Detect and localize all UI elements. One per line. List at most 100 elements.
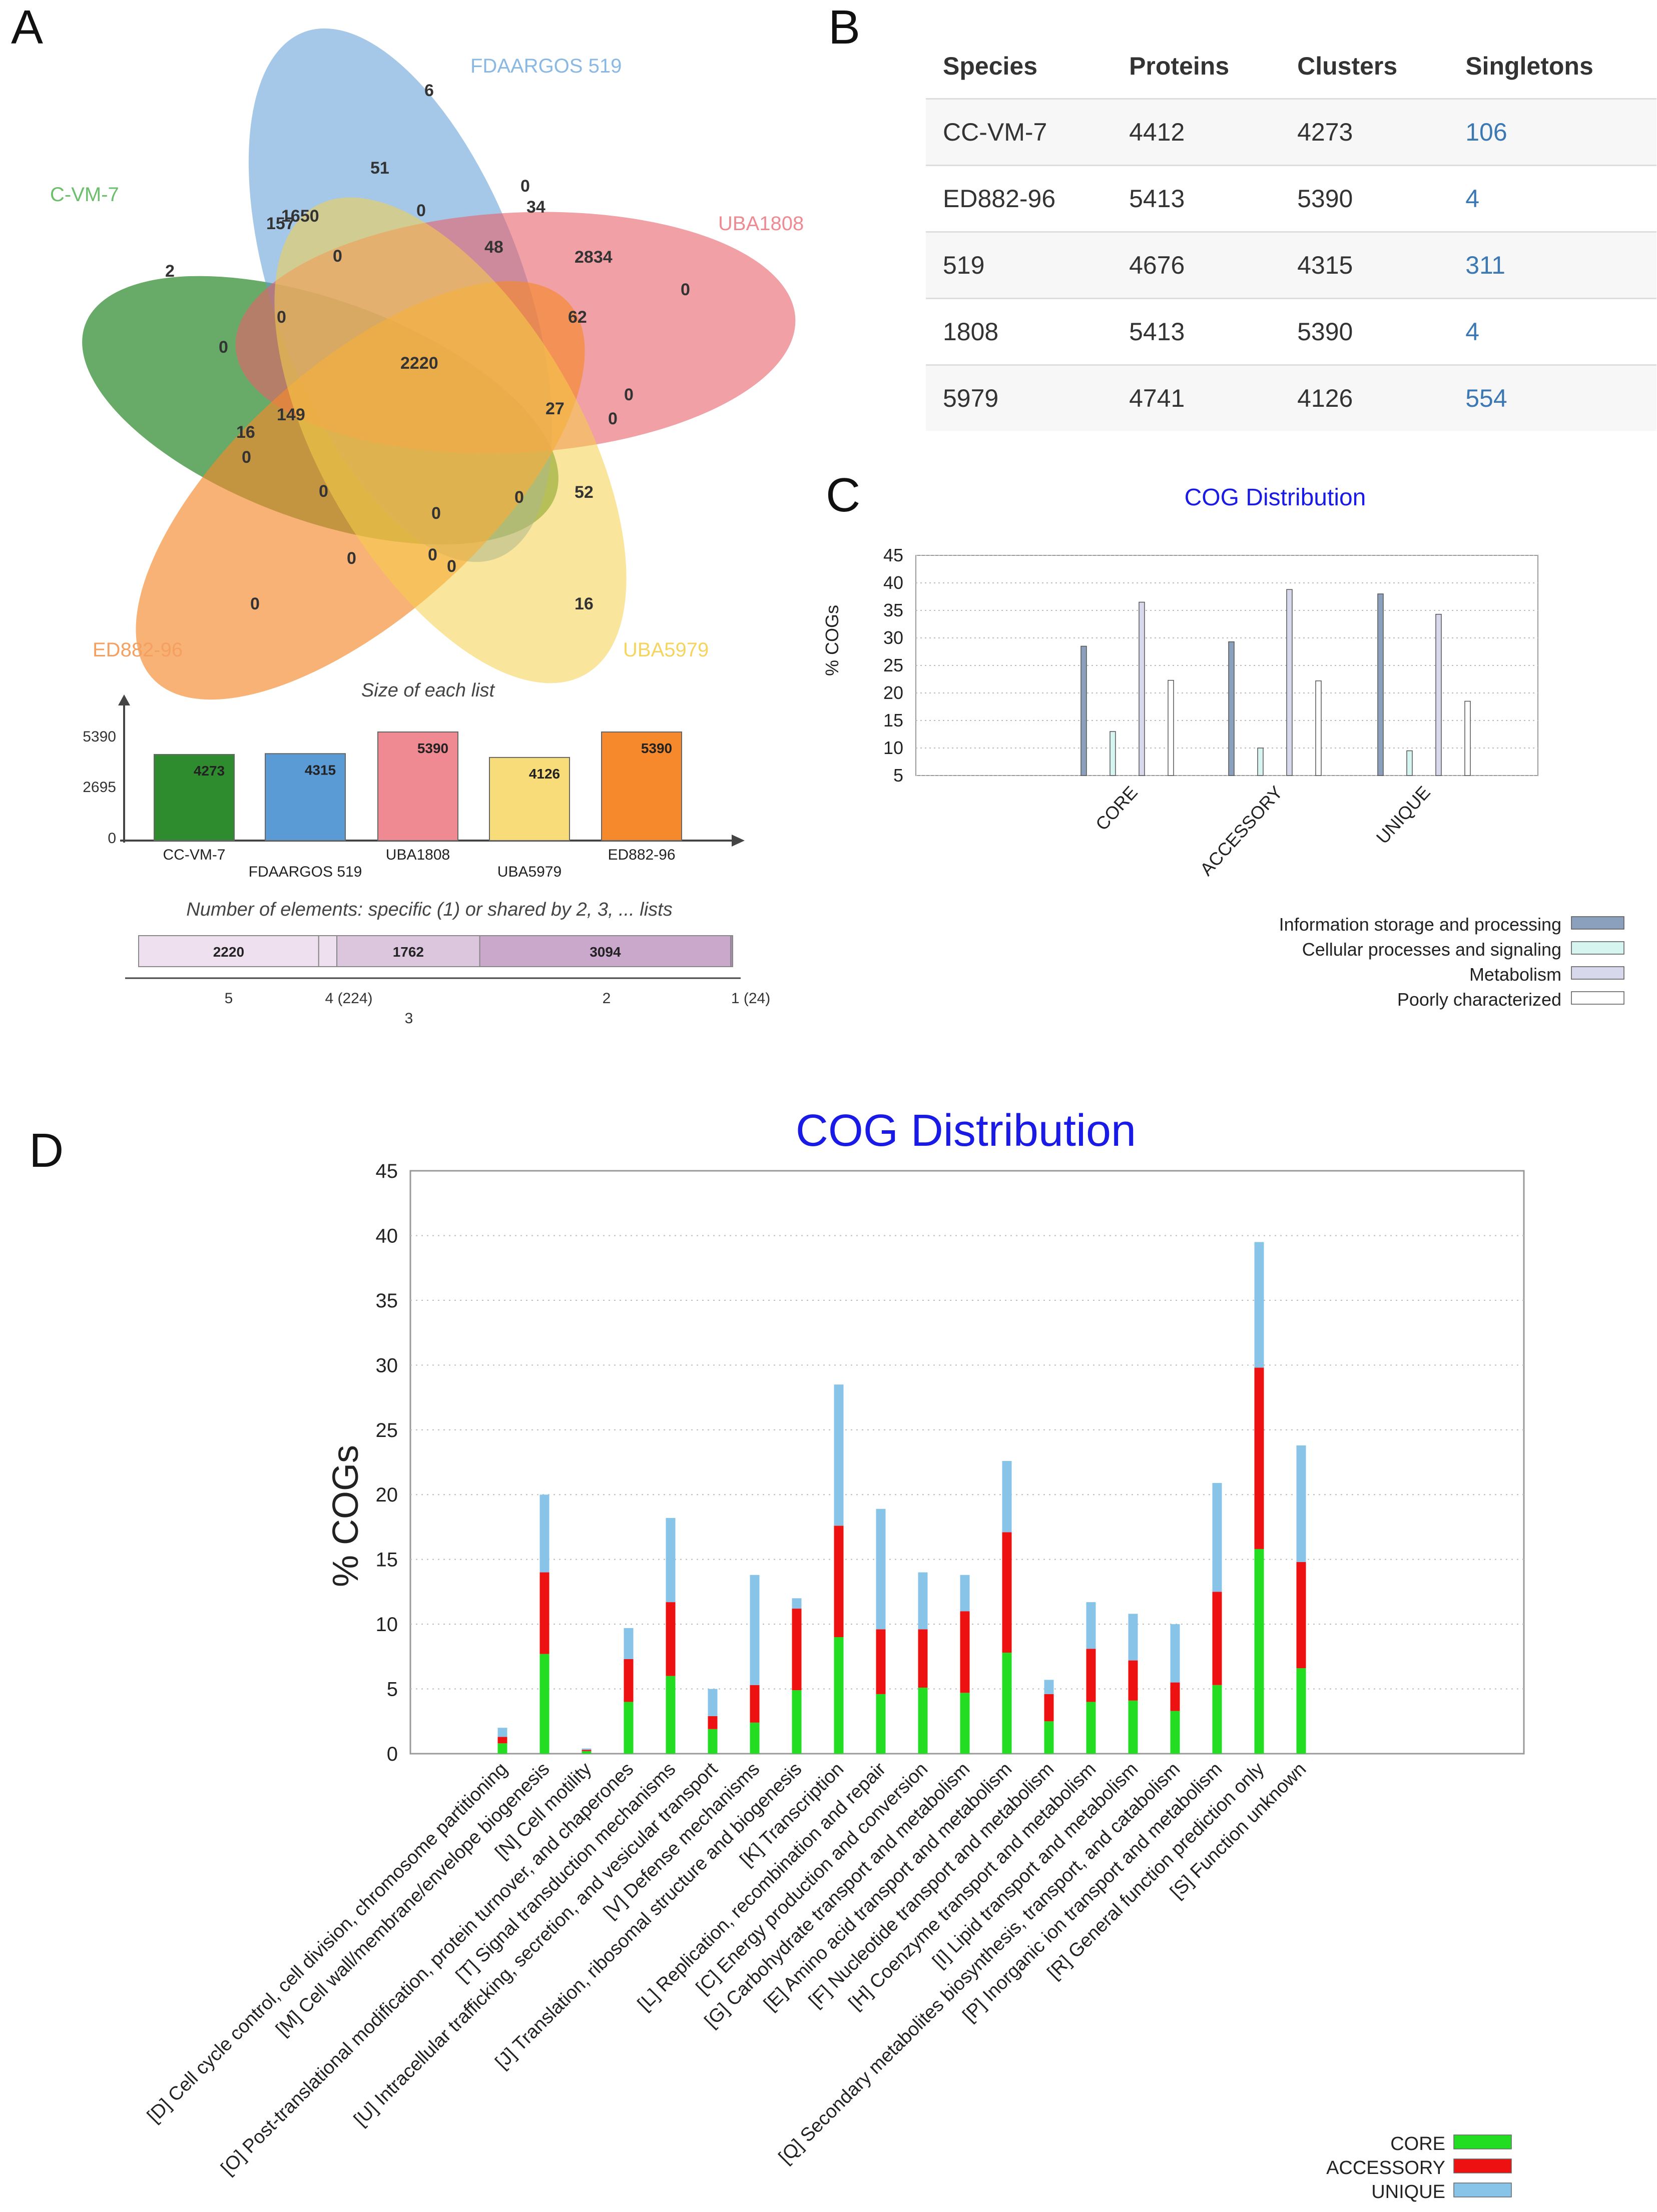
singletons-link[interactable]: 311 (1448, 232, 1656, 299)
chart-d-bar-segment (1297, 1445, 1306, 1562)
singletons-link[interactable]: 554 (1448, 365, 1656, 431)
venn-count: 0 (431, 504, 441, 523)
table-cell: 4676 (1112, 232, 1280, 299)
shared-segment (731, 936, 733, 967)
table-cell: 5413 (1112, 299, 1280, 365)
list-size-chart: Size of each list 5390 2695 0 4273CC-VM-… (83, 680, 745, 880)
venn-count: 2220 (400, 354, 438, 373)
chart-d-bar-segment (1044, 1680, 1054, 1694)
table-cell: 4126 (1280, 365, 1448, 431)
list-size-bar-value: 4273 (194, 763, 225, 779)
singletons-link[interactable]: 106 (1448, 99, 1656, 166)
venn-set-label: UBA1808 (718, 213, 804, 235)
shared-segment (319, 936, 337, 967)
chart-d-x-label: [O] Post-translational modification, pro… (217, 1759, 638, 2179)
list-size-y-tick: 0 (108, 830, 116, 847)
x-axis-arrow-icon (732, 835, 745, 847)
table-row: 5979 4741 4126 554 (926, 365, 1656, 431)
chart-c-bar (1407, 751, 1412, 776)
list-size-bar-name: CC-VM-7 (163, 847, 226, 863)
table-cell: 4273 (1280, 99, 1448, 166)
shared-elements-title: Number of elements: specific (1) or shar… (186, 899, 673, 920)
chart-d-bar-segment (582, 1751, 592, 1754)
chart-d-bar-segment (750, 1723, 760, 1754)
venn-set-label: C-VM-7 (50, 184, 119, 206)
singletons-link[interactable]: 4 (1448, 166, 1656, 232)
chart-d-bar-segment (708, 1716, 718, 1729)
cog-distribution-chart-d: COG Distribution % COGs 4540353025201510… (0, 1091, 1657, 2212)
table-row: CC-VM-7 4412 4273 106 (926, 99, 1656, 166)
chart-c-gridlines (916, 555, 1538, 776)
chart-c-x-label: CORE (1091, 782, 1142, 835)
chart-d-bar-segment (834, 1526, 844, 1637)
chart-d-y-tick: 40 (376, 1225, 398, 1247)
shared-elements-bar: 2220 1762 3094 (139, 936, 733, 967)
chart-d-bar-segment (960, 1611, 970, 1693)
chart-c-x-label: ACCESSORY (1196, 782, 1287, 880)
venn-count: 0 (447, 557, 456, 576)
chart-d-y-tick: 0 (387, 1743, 398, 1765)
chart-d-bar-segment (918, 1629, 928, 1688)
singletons-link[interactable]: 4 (1448, 299, 1656, 365)
shared-tick: 5 (225, 990, 233, 1007)
chart-c-bar (1436, 614, 1441, 776)
chart-d-bar-segment (1255, 1242, 1264, 1367)
list-size-bar-name: UBA5979 (497, 864, 562, 880)
list-size-bar-name: UBA1808 (386, 847, 450, 863)
chart-d-bar-segment (540, 1495, 549, 1572)
chart-d-bar-segment (1255, 1368, 1264, 1549)
chart-c-legend-swatch (1571, 942, 1624, 954)
column-header: Species (926, 34, 1112, 99)
chart-d-title: COG Distribution (796, 1106, 1136, 1156)
panel-label-b: B (828, 0, 860, 55)
chart-d-bar-segment (498, 1743, 507, 1754)
chart-c-y-tick: 10 (883, 738, 903, 758)
shared-tick: 3 (405, 1010, 413, 1027)
chart-d-bar-segment (1171, 1624, 1180, 1683)
chart-d-y-tick: 30 (376, 1354, 398, 1376)
chart-d-bar-segment (1086, 1702, 1096, 1754)
list-size-bar-name: FDAARGOS 519 (249, 864, 362, 880)
chart-c-bar (1110, 731, 1116, 776)
chart-d-bar-segment (918, 1688, 928, 1754)
chart-c-bar (1258, 748, 1263, 776)
venn-panel: C-VM-7 FDAARGOS 519 UBA1808 ED882-96 UBA… (0, 0, 811, 1051)
venn-count: 0 (319, 482, 328, 501)
chart-d-bar-segment (498, 1728, 507, 1737)
column-header: Clusters (1280, 34, 1448, 99)
chart-d-legend-swatch (1454, 2135, 1511, 2149)
chart-c-ylabel: % COGs (822, 605, 842, 676)
chart-c-y-tick: 45 (883, 545, 903, 565)
venn-set-label: UBA5979 (623, 639, 709, 661)
chart-c-bar (1139, 602, 1145, 776)
venn-count: 34 (526, 198, 545, 217)
venn-count: 0 (416, 201, 426, 220)
venn-count: 0 (219, 338, 228, 357)
chart-d-bar-segment (666, 1602, 676, 1676)
venn-diagram: C-VM-7 FDAARGOS 519 UBA1808 ED882-96 UBA… (48, 0, 804, 771)
chart-d-bar-segment (1129, 1701, 1138, 1754)
chart-c-legend-label: Poorly characterized (1397, 989, 1561, 1010)
chart-d-bar-segment (918, 1573, 928, 1630)
chart-d-bar-segment (792, 1690, 802, 1754)
venn-count: 0 (520, 177, 530, 196)
venn-count: 16 (575, 594, 594, 613)
table-cell: CC-VM-7 (926, 99, 1112, 166)
shared-tick: 4 (224) (325, 990, 372, 1007)
chart-d-bar-segment (666, 1518, 676, 1602)
chart-d-bar-segment (1044, 1721, 1054, 1754)
chart-d-bar-segment (960, 1693, 970, 1754)
chart-d-bar-segment (1213, 1592, 1222, 1685)
chart-d-y-tick: 35 (376, 1290, 398, 1312)
venn-count: 2834 (575, 248, 613, 267)
list-size-y-tick: 5390 (83, 728, 116, 745)
chart-d-bar-segment (1171, 1683, 1180, 1711)
chart-d-y-tick: 5 (387, 1679, 398, 1701)
table-cell: 519 (926, 232, 1112, 299)
chart-d-bar-segment (708, 1689, 718, 1716)
chart-c-y-tick: 25 (883, 655, 903, 675)
chart-d-bar-segment (1213, 1685, 1222, 1754)
table-row: ED882-96 5413 5390 4 (926, 166, 1656, 232)
venn-count: 0 (608, 409, 618, 428)
chart-d-y-tick: 25 (376, 1419, 398, 1441)
